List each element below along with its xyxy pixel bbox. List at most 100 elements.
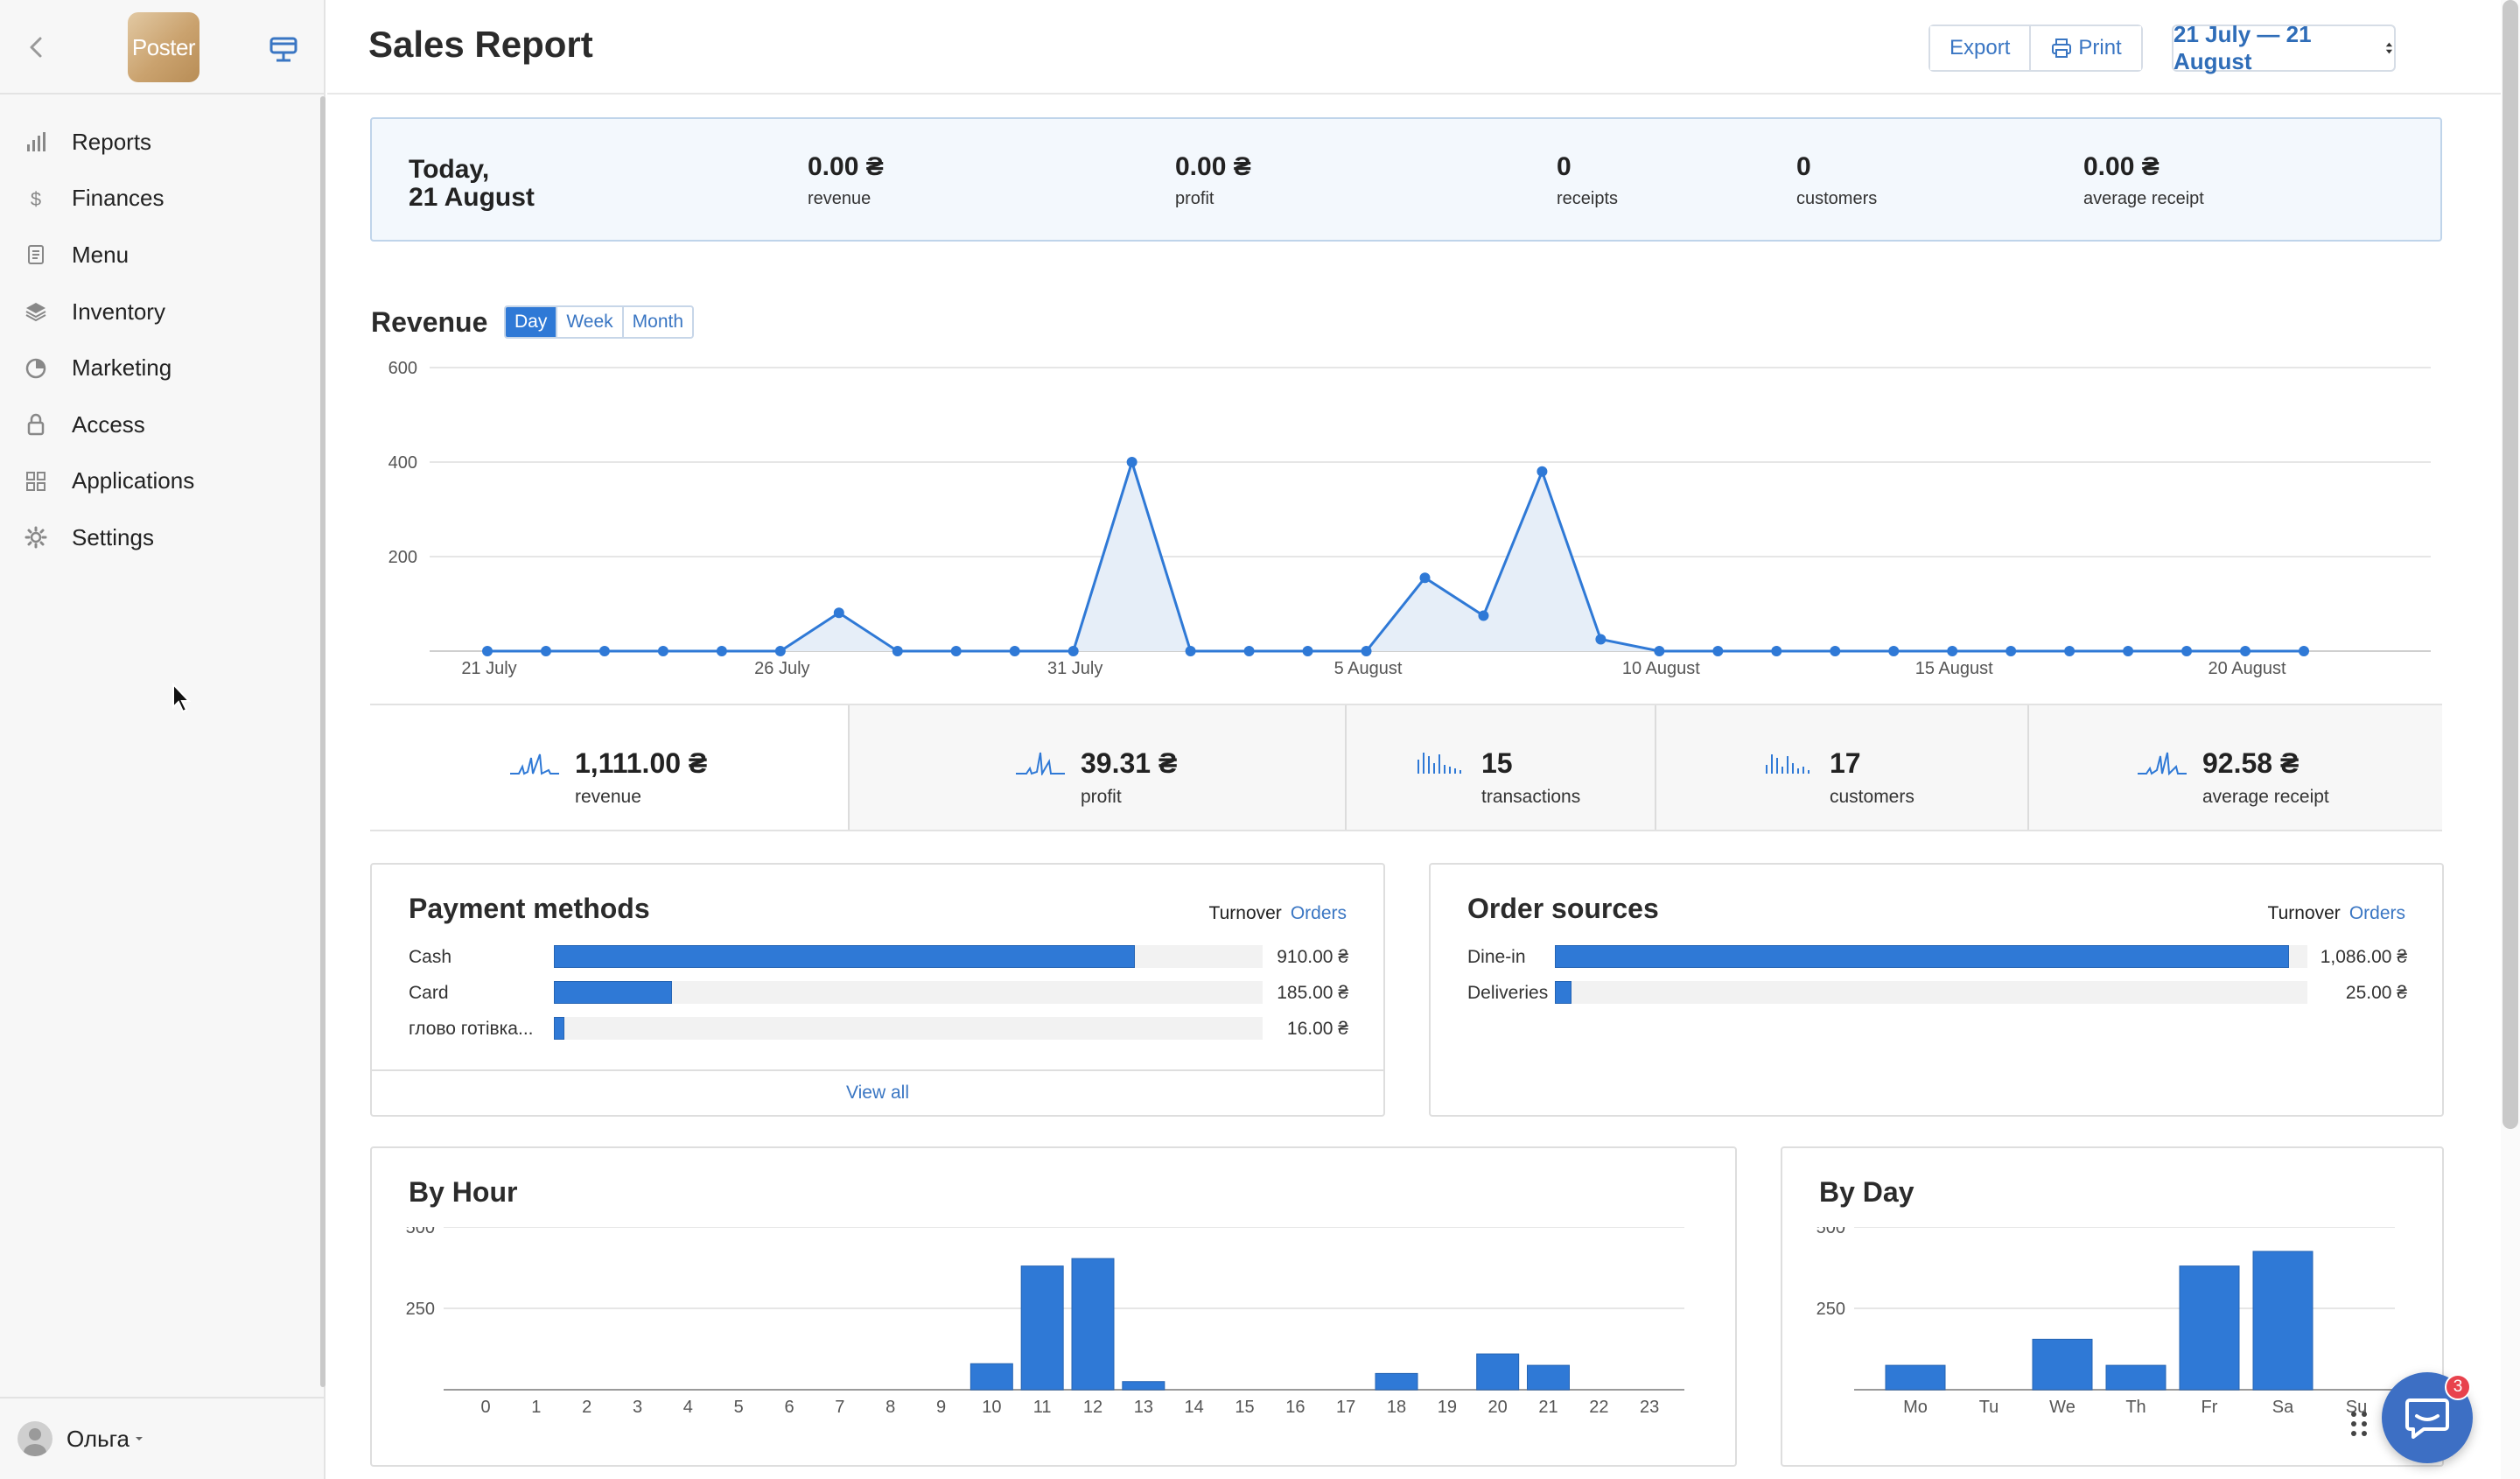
revenue-point xyxy=(2240,646,2251,656)
period-day-button[interactable]: Day xyxy=(506,307,556,337)
bar xyxy=(1071,1258,1115,1391)
sidebar-item-label: Settings xyxy=(72,523,154,550)
user-menu[interactable]: Ольга xyxy=(0,1397,326,1479)
order_sources-row[interactable]: Dine-in 1,086.00 ₴ xyxy=(1467,943,2412,970)
sidebar-item-inventory[interactable]: Inventory xyxy=(0,284,324,340)
revenue-point xyxy=(1185,646,1196,656)
today-label-line1: Today, xyxy=(409,155,490,184)
x-tick-label: 15 August xyxy=(1915,659,1993,678)
revenue-point xyxy=(2181,646,2193,656)
x-tick-label: 10 xyxy=(982,1398,1001,1417)
x-tick-label: Su xyxy=(2346,1398,2367,1417)
sidebar-scrollbar[interactable] xyxy=(320,96,326,1387)
pos-terminal-icon[interactable] xyxy=(264,32,303,67)
total-transactions-cell[interactable]: 15 transactions xyxy=(1345,705,1655,830)
x-tick-label: 23 xyxy=(1640,1398,1659,1417)
revenue-point xyxy=(540,646,551,656)
mouse-cursor-icon xyxy=(172,683,192,713)
order_sources-value: 1,086.00 ₴ xyxy=(2320,947,2407,967)
payment_methods-row[interactable]: глово готівка... 16.00 ₴ xyxy=(409,1015,1354,1041)
metric-toggle: Turnover Orders xyxy=(1209,903,1347,924)
sidebar-item-label: Access xyxy=(72,410,145,438)
notification-badge: 3 xyxy=(2445,1374,2471,1400)
bar xyxy=(1527,1364,1570,1391)
kpi-label: average receipt xyxy=(2083,189,2204,208)
payment_methods-name: Cash xyxy=(409,947,452,967)
date-range-picker[interactable]: 21 July — 21 August xyxy=(2172,21,2396,74)
grid-icon xyxy=(26,471,46,491)
metric-toggle: Turnover Orders xyxy=(2268,903,2405,924)
revenue-point xyxy=(482,646,493,656)
revenue-point xyxy=(1830,646,1841,656)
print-button[interactable]: Print xyxy=(2029,26,2141,70)
today-kpi-revenue: 0.00 ₴ revenue xyxy=(808,152,884,209)
x-tick-label: 21 xyxy=(1538,1398,1558,1417)
sidebar-item-reports[interactable]: Reports xyxy=(0,114,324,171)
revenue-point xyxy=(1478,610,1489,621)
sidebar-nav: Reports $ Finances Menu Inventory Ma xyxy=(0,114,324,566)
x-tick-label: 20 xyxy=(1488,1398,1508,1417)
x-tick-label: 13 xyxy=(1134,1398,1153,1417)
total-label: profit xyxy=(1081,787,1122,807)
x-tick-label: 6 xyxy=(784,1398,794,1417)
main-scrollbar[interactable] xyxy=(2501,0,2520,1479)
turnover-toggle[interactable]: Turnover xyxy=(2267,903,2341,923)
sidebar-item-applications[interactable]: Applications xyxy=(0,453,324,510)
total-customers-cell[interactable]: 17 customers xyxy=(1655,705,2027,830)
kpi-label: profit xyxy=(1175,189,1214,208)
turnover-toggle[interactable]: Turnover xyxy=(1208,903,1282,923)
drag-handle-icon[interactable] xyxy=(2348,1409,2370,1439)
revenue-point xyxy=(950,646,962,656)
bar xyxy=(970,1363,1013,1391)
orders-toggle[interactable]: Orders xyxy=(2348,903,2405,923)
revenue-point xyxy=(1361,646,1372,656)
total-revenue-cell[interactable]: 1,111.00 ₴ revenue xyxy=(370,705,848,830)
sidebar-item-finances[interactable]: $ Finances xyxy=(0,171,324,228)
totals-row: 1,111.00 ₴ revenue 39.31 ₴ profit 15 transa… xyxy=(370,704,2442,831)
payment_methods-row[interactable]: Card 185.00 ₴ xyxy=(409,979,1354,1006)
revenue-point xyxy=(833,607,844,619)
sidebar-item-access[interactable]: Access xyxy=(0,396,324,453)
payment_methods-name: Card xyxy=(409,983,449,1003)
company-logo[interactable]: Poster xyxy=(128,12,200,82)
sidebar-item-menu[interactable]: Menu xyxy=(0,227,324,284)
sidebar-item-settings[interactable]: Settings xyxy=(0,509,324,566)
panel-title: Order sources xyxy=(1467,893,1659,924)
page-title: Sales Report xyxy=(368,24,593,65)
payment_methods-row[interactable]: Cash 910.00 ₴ xyxy=(409,943,1354,970)
y-tick-label: 500 xyxy=(1816,1227,1845,1237)
export-button[interactable]: Export xyxy=(1930,26,2030,70)
total-profit-cell[interactable]: 39.31 ₴ profit xyxy=(848,705,1345,830)
order_sources-row[interactable]: Deliveries 25.00 ₴ xyxy=(1467,979,2412,1006)
x-tick-label: 2 xyxy=(582,1398,592,1417)
view-all-link[interactable]: View all xyxy=(372,1069,1383,1115)
total-value: 39.31 ₴ xyxy=(1081,747,1178,779)
back-arrow-icon[interactable] xyxy=(19,30,54,65)
total-average-receipt-cell[interactable]: 92.58 ₴ average receipt xyxy=(2027,705,2442,830)
bar xyxy=(1476,1353,1520,1391)
revenue-point xyxy=(1654,646,1665,656)
lock-icon xyxy=(27,414,45,436)
revenue-line xyxy=(487,457,2304,653)
orders-toggle[interactable]: Orders xyxy=(1290,903,1347,923)
revenue-point xyxy=(2064,646,2076,656)
revenue-point xyxy=(657,646,668,656)
period-month-button[interactable]: Month xyxy=(621,307,693,337)
by-day-panel: By Day 250 500 Mo Tu We Th Fr Sa Su xyxy=(1781,1146,2444,1467)
sort-arrows-icon xyxy=(2385,42,2393,54)
revenue-point xyxy=(1009,646,1020,656)
main-scrollbar-thumb[interactable] xyxy=(2502,0,2518,1129)
export-label: Export xyxy=(1950,36,2011,60)
bar xyxy=(2179,1265,2240,1391)
payment_methods-value: 910.00 ₴ xyxy=(1277,947,1348,967)
x-tick-label: 12 xyxy=(1083,1398,1102,1417)
gear-icon xyxy=(24,526,47,549)
today-kpi-receipts: 0 receipts xyxy=(1557,152,1618,209)
revenue-point xyxy=(1712,646,1724,656)
payment_methods-bar-fill xyxy=(554,945,1136,968)
print-label: Print xyxy=(2078,36,2122,60)
printer-icon xyxy=(2052,39,2072,58)
period-week-button[interactable]: Week xyxy=(556,307,622,337)
x-tick-label: 18 xyxy=(1387,1398,1406,1417)
sidebar-item-marketing[interactable]: Marketing xyxy=(0,340,324,396)
